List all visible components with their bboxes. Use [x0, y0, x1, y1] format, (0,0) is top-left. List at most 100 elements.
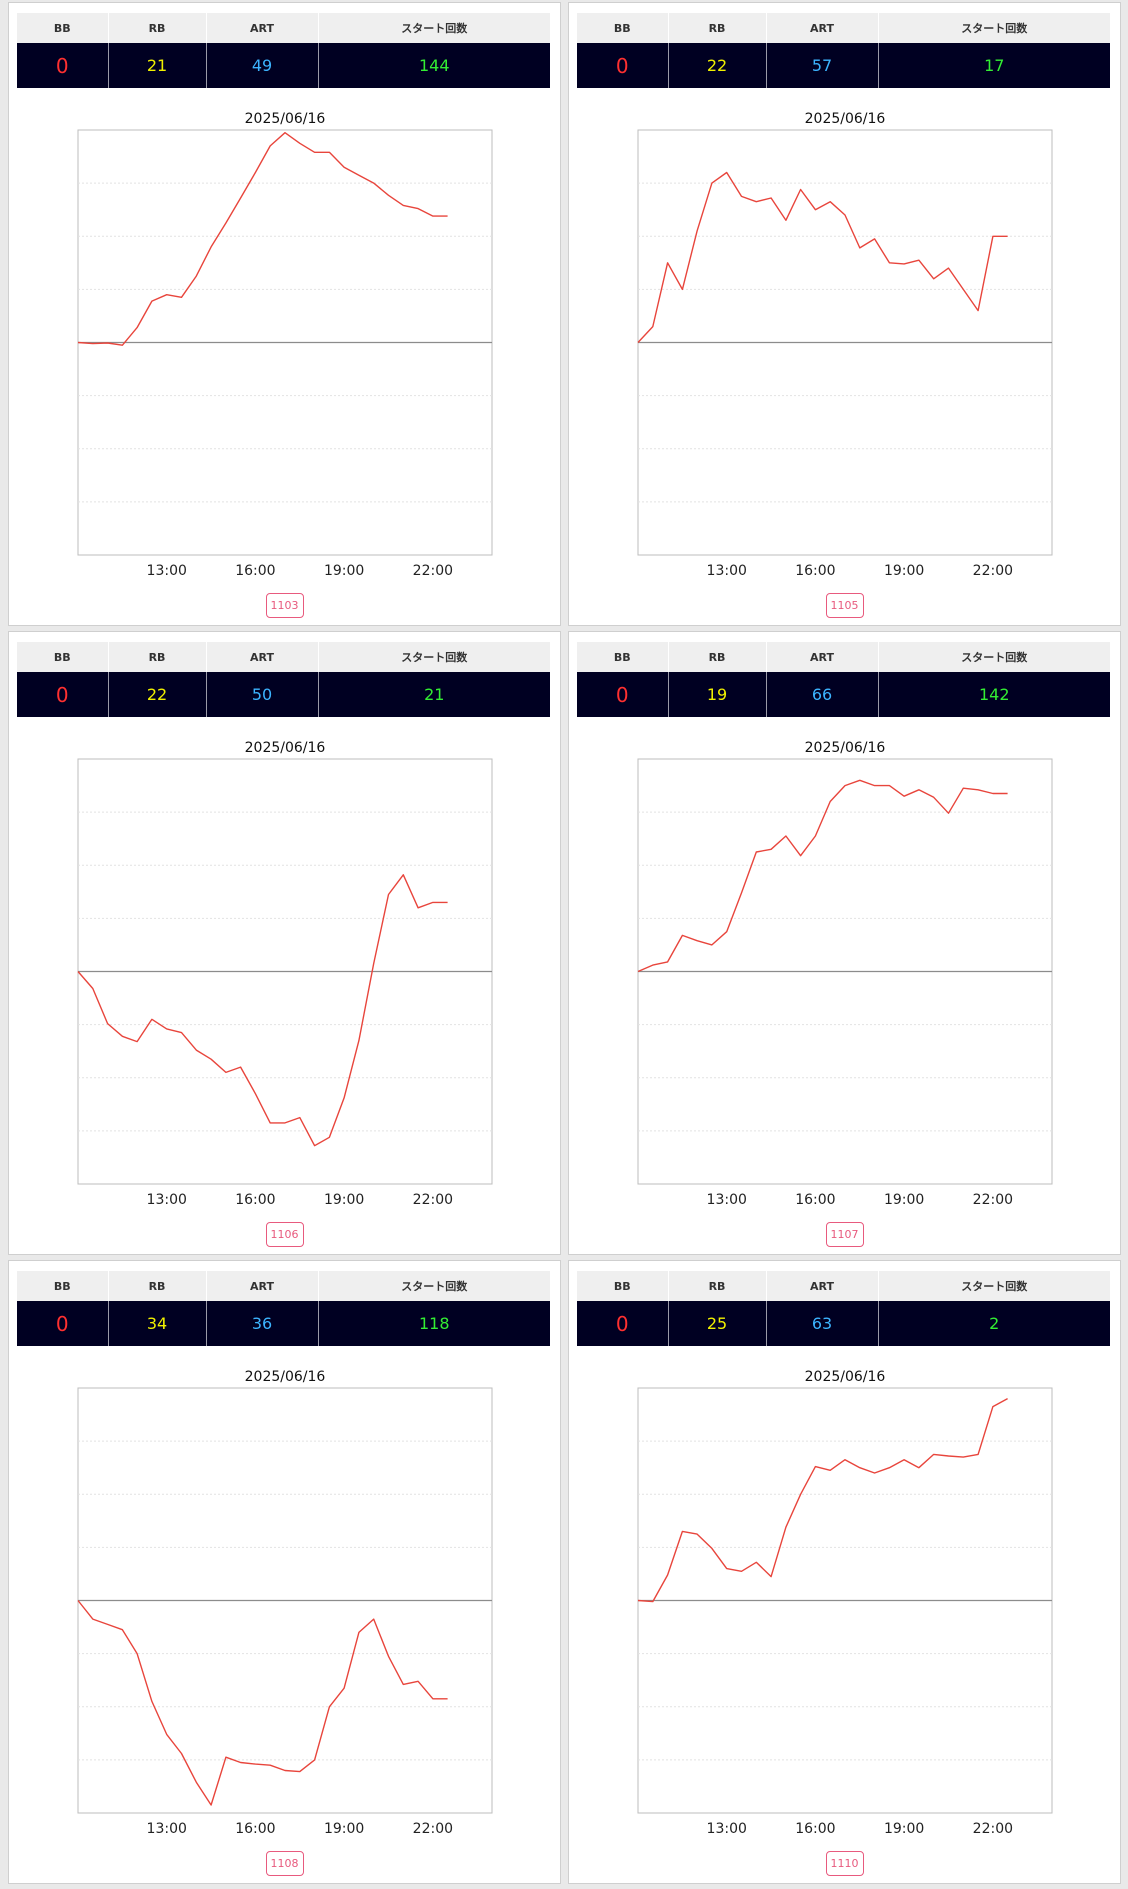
data-point	[652, 325, 654, 327]
data-point	[269, 1764, 271, 1766]
x-tick-label: 19:00	[884, 1821, 924, 1837]
data-point	[166, 1733, 168, 1735]
data-point	[446, 901, 448, 903]
header-art: ART	[205, 1271, 318, 1301]
stat-start: 144	[317, 43, 550, 88]
stat-art: 49	[205, 43, 318, 88]
data-point	[770, 848, 772, 850]
data-point	[740, 892, 742, 894]
data-point	[888, 1466, 890, 1468]
stat-bb: 0	[17, 1301, 108, 1346]
stat-rb: 19	[667, 672, 766, 717]
x-tick-label: 16:00	[795, 1821, 835, 1837]
data-point	[829, 1469, 831, 1471]
data-point	[962, 288, 964, 290]
data-point	[933, 1453, 935, 1455]
data-point	[785, 219, 787, 221]
data-point	[799, 854, 801, 856]
balance-chart: 2025/06/16 13:00 16:00 19:00 22:00	[637, 740, 1053, 1208]
graph-card: BB RB ART スタート回数 0 34 36 118 2025/06/16 13:00 16:0…	[8, 1260, 561, 1884]
data-point	[358, 1631, 360, 1633]
x-tick-label: 22:00	[413, 1821, 453, 1837]
balance-line	[637, 171, 1008, 343]
data-point	[740, 195, 742, 197]
header-bb: BB	[577, 13, 668, 43]
data-point	[977, 789, 979, 791]
stat-bb: 0	[17, 43, 108, 88]
header-art: ART	[765, 1271, 878, 1301]
data-point	[432, 901, 434, 903]
data-point	[299, 1116, 301, 1118]
data-point	[166, 1028, 168, 1030]
machine-number-link[interactable]: 1110	[825, 1851, 864, 1876]
data-point	[180, 1752, 182, 1754]
data-point	[814, 208, 816, 210]
header-rb: RB	[667, 1271, 766, 1301]
data-point	[151, 300, 153, 302]
data-point	[755, 851, 757, 853]
machine-number-row: 1107	[569, 1222, 1120, 1247]
data-point	[844, 214, 846, 216]
x-tick-label: 13:00	[147, 1192, 187, 1208]
data-point	[239, 1761, 241, 1763]
data-point	[343, 166, 345, 168]
data-point	[225, 1756, 227, 1758]
data-point	[859, 779, 861, 781]
header-art: ART	[765, 642, 878, 672]
machine-number-link[interactable]: 1106	[265, 1222, 304, 1247]
machine-number-link[interactable]: 1105	[825, 593, 864, 618]
data-point	[328, 1706, 330, 1708]
data-point	[121, 1035, 123, 1037]
x-tick-label: 22:00	[973, 1821, 1013, 1837]
data-point	[210, 246, 212, 248]
machine-number-link[interactable]: 1103	[265, 593, 304, 618]
data-point	[417, 907, 419, 909]
data-point	[299, 142, 301, 144]
machine-number-link[interactable]: 1107	[825, 1222, 864, 1247]
data-point	[446, 215, 448, 217]
data-point	[254, 1092, 256, 1094]
data-point	[992, 1405, 994, 1407]
data-point	[373, 1618, 375, 1620]
data-point	[888, 784, 890, 786]
data-point	[755, 201, 757, 203]
header-start: スタート回数	[877, 1271, 1110, 1301]
header-start: スタート回数	[877, 13, 1110, 43]
data-point	[195, 275, 197, 277]
stat-bb: 0	[577, 1301, 668, 1346]
x-tick-label: 13:00	[147, 1821, 187, 1837]
stat-bb: 0	[577, 43, 668, 88]
header-bb: BB	[577, 1271, 668, 1301]
x-tick-label: 19:00	[324, 1192, 364, 1208]
graph-card: BB RB ART スタート回数 0 25 63 2 2025/06/16 13:00 16:00 1…	[568, 1260, 1121, 1884]
data-point	[962, 1456, 964, 1458]
stats-table: BB RB ART スタート回数 0 21 49 144	[17, 13, 550, 88]
stats-table: BB RB ART スタート回数 0 22 50 21	[17, 642, 550, 717]
data-point	[947, 267, 949, 269]
x-tick-label: 16:00	[235, 563, 275, 579]
data-point	[814, 835, 816, 837]
header-start: スタート回数	[877, 642, 1110, 672]
data-point	[903, 795, 905, 797]
machine-number-row: 1106	[9, 1222, 560, 1247]
data-point	[947, 1455, 949, 1457]
data-point	[977, 1453, 979, 1455]
balance-line	[77, 874, 448, 1147]
x-tick-label: 19:00	[324, 1821, 364, 1837]
data-point	[77, 341, 79, 343]
x-tick-label: 22:00	[413, 1192, 453, 1208]
data-point	[755, 1561, 757, 1563]
data-point	[373, 962, 375, 964]
data-point	[903, 263, 905, 265]
data-point	[402, 204, 404, 206]
machine-number-link[interactable]: 1108	[265, 1851, 304, 1876]
data-point	[637, 970, 639, 972]
data-point	[151, 1018, 153, 1020]
data-point	[210, 1058, 212, 1060]
balance-line	[77, 132, 448, 346]
data-point	[814, 1465, 816, 1467]
graph-card: BB RB ART スタート回数 0 22 50 21 2025/06/16 13:00 16:00…	[8, 631, 561, 1255]
data-point	[711, 944, 713, 946]
header-art: ART	[205, 642, 318, 672]
data-point	[799, 1493, 801, 1495]
